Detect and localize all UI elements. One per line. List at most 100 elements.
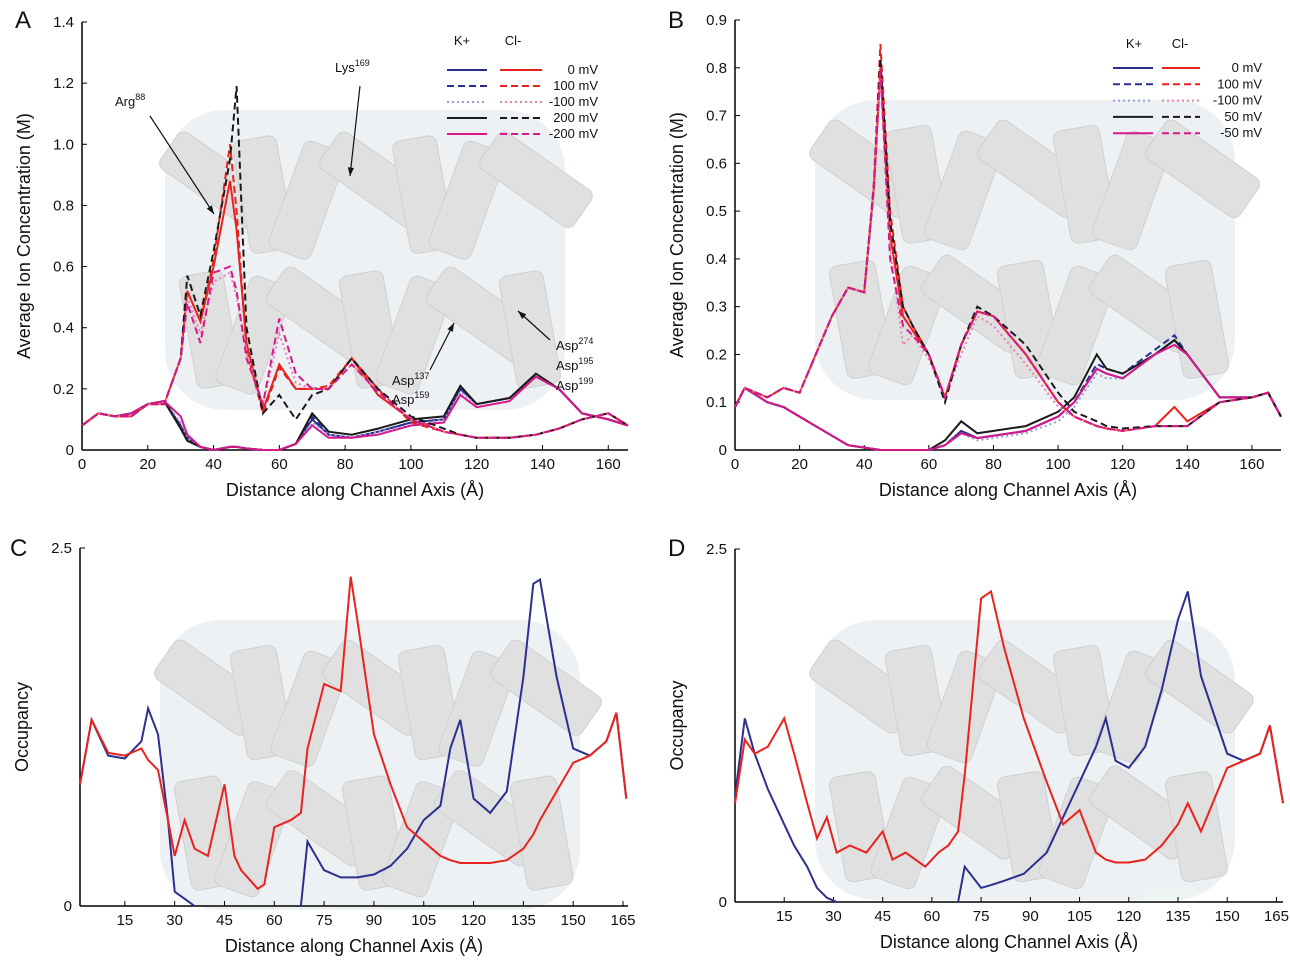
annotation-text: Asp	[556, 378, 578, 393]
helix	[498, 270, 562, 389]
annotation-text: Arg	[115, 94, 135, 109]
annotation: Asp199	[556, 376, 593, 393]
x-tick-label: 80	[985, 456, 1002, 473]
x-tick-label: 160	[1239, 456, 1264, 473]
annotation-superscript: 88	[135, 92, 145, 102]
legend-label: 100 mV	[1217, 76, 1262, 91]
arrow-head	[347, 167, 355, 176]
y-axis-label: Occupancy	[12, 682, 32, 772]
protein-image	[154, 620, 602, 910]
y-tick-label: 0.7	[706, 108, 727, 125]
y-tick-label: 2.5	[706, 541, 727, 558]
data-line	[81, 265, 629, 439]
x-tick-label: 120	[461, 912, 486, 929]
annotation-superscript: 274	[578, 336, 593, 346]
y-tick-label: 1.4	[53, 14, 74, 31]
x-tick-label: 160	[596, 456, 621, 473]
annotation-superscript: 195	[578, 356, 593, 366]
x-tick-label: 0	[731, 456, 739, 473]
x-tick-label: 105	[1067, 908, 1092, 925]
legend-header: K+	[1126, 36, 1142, 51]
legend-label: 0 mV	[568, 62, 599, 77]
x-tick-label: 30	[166, 912, 183, 929]
x-axis-label: Distance along Channel Axis (Å)	[226, 480, 484, 500]
data-line	[734, 591, 1284, 903]
x-tick-label: 120	[464, 456, 489, 473]
annotation-superscript: 159	[414, 390, 429, 400]
y-tick-label: 0.5	[706, 203, 727, 220]
y-tick-label: 0	[66, 442, 74, 459]
x-tick-label: 120	[1110, 456, 1135, 473]
annotation-superscript: 169	[355, 58, 370, 68]
x-tick-label: 45	[216, 912, 233, 929]
legend-label: 200 mV	[553, 110, 598, 125]
y-tick-label: 0.4	[706, 251, 727, 268]
helix	[479, 131, 593, 228]
y-tick-label: 1.0	[53, 136, 74, 153]
x-tick-label: 60	[271, 456, 288, 473]
x-tick-label: 90	[366, 912, 383, 929]
x-tick-label: 90	[1022, 908, 1039, 925]
y-axis-label: Average Ion Concentration (M)	[14, 113, 34, 359]
x-tick-label: 40	[205, 456, 222, 473]
x-tick-label: 135	[511, 912, 536, 929]
helix	[509, 775, 574, 891]
x-tick-label: 45	[874, 908, 891, 925]
panel-label: A	[15, 7, 31, 34]
panel-label: C	[10, 535, 27, 562]
x-tick-label: 60	[924, 908, 941, 925]
y-tick-label: 0.6	[53, 259, 74, 276]
x-tick-label: 15	[776, 908, 793, 925]
x-tick-label: 60	[266, 912, 283, 929]
arrow	[429, 322, 455, 371]
x-tick-label: 135	[1165, 908, 1190, 925]
y-tick-label: 0.2	[53, 381, 74, 398]
annotation: Asp159	[392, 390, 429, 407]
helix	[1145, 639, 1254, 734]
y-tick-label: 0.1	[706, 394, 727, 411]
y-tick-label: 0.2	[706, 346, 727, 363]
x-tick-label: 150	[561, 912, 586, 929]
data-line	[81, 375, 629, 452]
y-tick-label: 0.6	[706, 155, 727, 172]
arrow	[349, 85, 361, 177]
x-tick-label: 20	[139, 456, 156, 473]
y-tick-label: 0	[64, 898, 72, 915]
panel-label: D	[668, 535, 685, 562]
legend-label: 0 mV	[1232, 60, 1263, 75]
legend-label: -200 mV	[549, 126, 598, 141]
arrow-head	[518, 311, 527, 319]
x-tick-label: 80	[337, 456, 354, 473]
x-tick-label: 75	[316, 912, 333, 929]
x-axis-label: Distance along Channel Axis (Å)	[879, 480, 1137, 500]
annotation: Arg88	[115, 92, 145, 109]
x-tick-label: 100	[1046, 456, 1071, 473]
y-tick-label: 0.4	[53, 320, 74, 337]
x-tick-label: 20	[791, 456, 808, 473]
annotation-text: Lys	[335, 60, 355, 75]
x-tick-label: 75	[973, 908, 990, 925]
x-tick-label: 165	[611, 912, 636, 929]
legend-header: Cl-	[505, 33, 522, 48]
legend-label: 50 mV	[1224, 109, 1262, 124]
y-tick-label: 0	[719, 442, 727, 459]
legend-label: -100 mV	[549, 94, 598, 109]
protein-image	[809, 100, 1261, 400]
legend-header: K+	[454, 33, 470, 48]
annotation: Asp137	[392, 371, 429, 388]
annotation-superscript: 199	[578, 376, 593, 386]
helix	[490, 639, 602, 736]
x-tick-label: 30	[825, 908, 842, 925]
y-axis-label: Average Ion Concentration (M)	[667, 112, 687, 358]
legend-label: 100 mV	[553, 78, 598, 93]
annotation: Asp195	[556, 356, 593, 373]
annotation-text: Asp	[392, 392, 414, 407]
y-tick-label: 0	[719, 894, 727, 911]
annotation: Lys169	[335, 58, 370, 75]
x-tick-label: 140	[530, 456, 555, 473]
panel-label: B	[668, 7, 684, 34]
data-line	[734, 67, 1282, 432]
x-tick-label: 105	[411, 912, 436, 929]
y-tick-label: 1.2	[53, 75, 74, 92]
